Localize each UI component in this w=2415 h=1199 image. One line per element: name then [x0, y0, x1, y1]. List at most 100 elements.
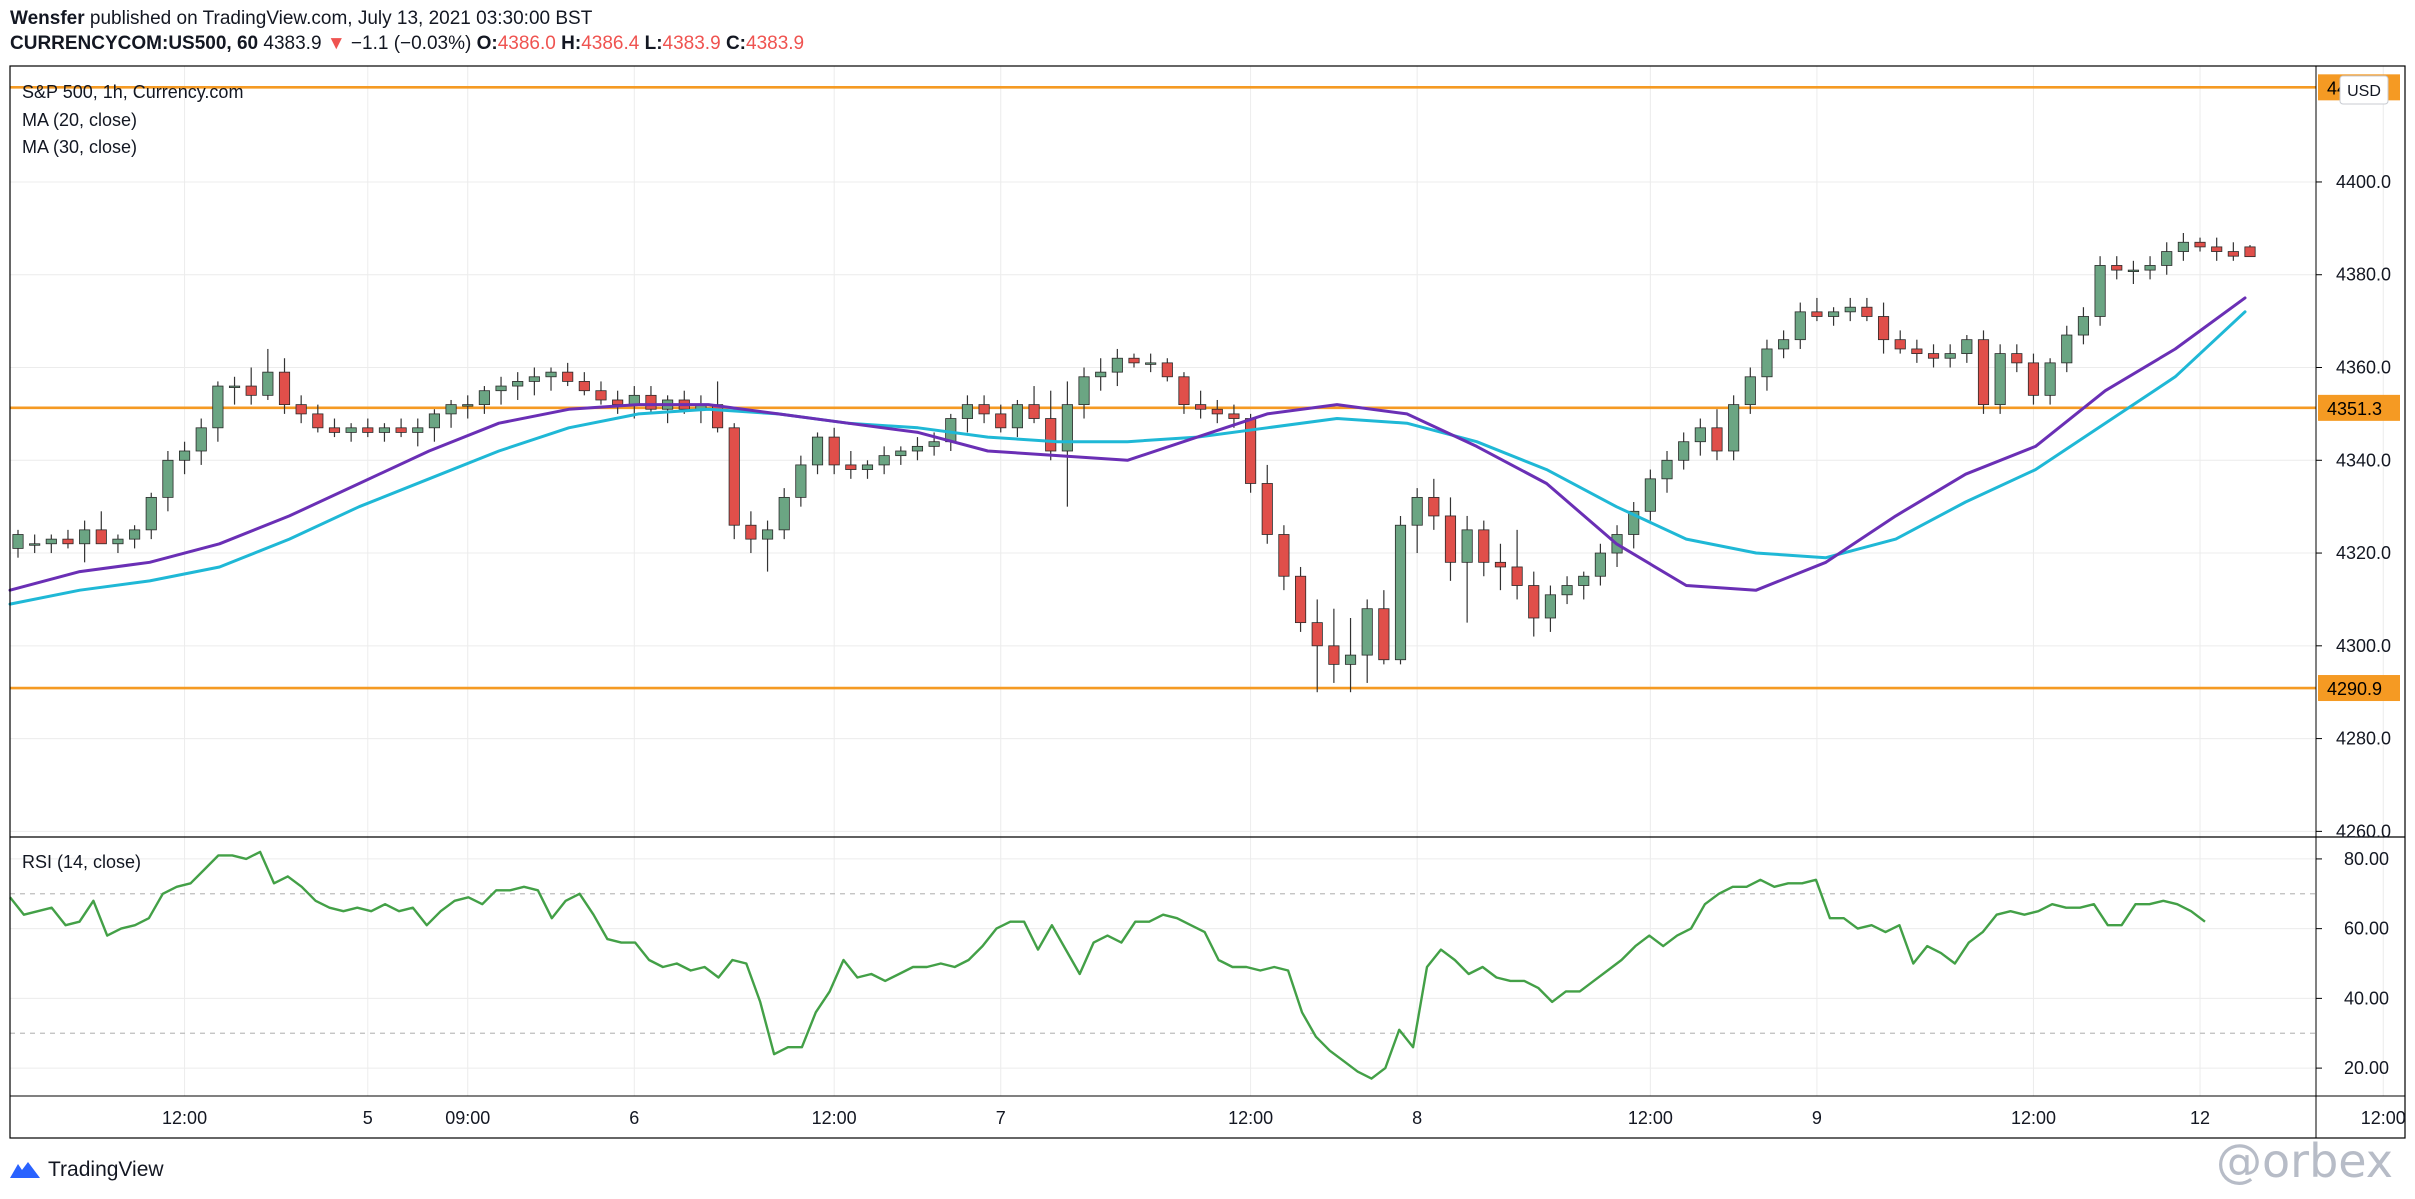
candle-body: [945, 418, 957, 443]
candle: [29, 534, 41, 554]
candle: [95, 511, 107, 545]
candle-body: [1111, 357, 1123, 373]
tradingview-logo-icon: [10, 1162, 40, 1178]
candle: [362, 418, 374, 438]
candle: [112, 534, 124, 554]
candle-body: [1578, 575, 1590, 586]
candle-body: [1378, 608, 1390, 661]
chart-title[interactable]: S&P 500, 1h, Currency.com: [22, 82, 244, 102]
candle-body: [428, 413, 440, 429]
candle: [2161, 242, 2173, 275]
candle: [1161, 358, 1173, 382]
candle-body: [1761, 348, 1773, 378]
candle: [1828, 307, 1840, 326]
tradingview-logo[interactable]: TradingView: [8, 1158, 164, 1182]
candle: [2244, 245, 2256, 258]
candle-body: [1678, 441, 1690, 461]
candle-body: [1228, 413, 1240, 419]
candle-body: [295, 404, 307, 415]
grid-lines: [10, 66, 2384, 1096]
candle: [911, 437, 924, 461]
rsi-pane: [9, 850, 2316, 1080]
candle: [1778, 330, 1790, 359]
candle: [528, 367, 540, 396]
candle: [228, 376, 241, 405]
time-tick-label: 8: [1412, 1108, 1422, 1128]
price-tick-label: 4320.0: [2336, 543, 2391, 563]
candle-body: [578, 381, 590, 392]
candle-body: [312, 413, 324, 429]
candle-body: [545, 371, 557, 378]
candle: [1927, 344, 1940, 368]
candle: [495, 376, 507, 405]
footer: TradingView @orbex: [0, 1134, 2415, 1199]
candle-body: [1061, 404, 1073, 452]
price-tick-label: 4380.0: [2336, 265, 2391, 285]
ma30-legend[interactable]: MA (30, close): [22, 137, 138, 157]
candle: [1544, 585, 1556, 632]
candle: [1061, 381, 1073, 507]
candle-body: [1461, 529, 1473, 563]
candle-body: [1295, 575, 1307, 624]
high-label: H:: [561, 33, 582, 54]
candle: [978, 395, 990, 424]
candle-body: [1095, 371, 1107, 378]
candle-body: [445, 404, 457, 415]
candle-body: [2194, 241, 2206, 248]
open-label: O:: [476, 33, 498, 54]
candle-body: [1711, 427, 1723, 452]
candle-body: [1211, 408, 1223, 415]
candle: [1295, 566, 1307, 632]
candle-body: [778, 496, 790, 531]
candle-body: [2244, 246, 2256, 258]
candle-body: [2127, 269, 2139, 272]
candle: [811, 432, 824, 475]
candle-body: [1811, 311, 1823, 317]
symbol-info: CURRENCYCOM:US500, 60 4383.9 ▼ −1.1 (−0.…: [10, 33, 804, 55]
publisher-name[interactable]: Wensfer: [10, 8, 85, 29]
candle: [662, 395, 674, 424]
candle-body: [179, 450, 191, 461]
candle: [1877, 302, 1890, 354]
candle-body: [2077, 316, 2089, 336]
candle-body: [1728, 404, 1740, 452]
candle: [45, 534, 57, 554]
candle: [2077, 307, 2089, 345]
candle-body: [278, 371, 291, 406]
candle: [1911, 339, 1923, 363]
candle-body: [1328, 645, 1340, 665]
candle: [1994, 344, 2006, 414]
candle-body: [195, 427, 207, 452]
candle: [1178, 372, 1190, 414]
candle-body: [1911, 348, 1923, 354]
candle-body: [845, 464, 857, 470]
candle-body: [828, 436, 840, 466]
candle-body: [1744, 376, 1756, 406]
candle-body: [1078, 376, 1090, 406]
time-tick-label: 12:00: [2011, 1108, 2056, 1128]
candle: [445, 399, 457, 428]
rsi-legend[interactable]: RSI (14, close): [22, 852, 142, 872]
candle-body: [478, 390, 490, 406]
time-tick-label: 6: [629, 1108, 639, 1128]
candle-body: [1411, 496, 1423, 526]
candle-body: [1261, 483, 1273, 535]
candle-body: [562, 371, 574, 382]
price-level-label: 4290.9: [2327, 679, 2382, 699]
candle: [1344, 617, 1357, 693]
candle: [1894, 330, 1906, 354]
ma20-legend[interactable]: MA (20, close): [22, 110, 138, 130]
candle-body: [1694, 427, 1706, 443]
candle: [728, 423, 740, 540]
candle-body: [212, 385, 224, 429]
ma30-line: [8, 310, 2247, 606]
candle: [1811, 297, 1823, 322]
change-arrow: ▼: [326, 33, 346, 54]
candle-body: [462, 404, 474, 407]
candle: [412, 418, 424, 447]
candle-body: [1877, 316, 1890, 341]
candle-body: [1195, 404, 1207, 410]
rsi-line: [9, 850, 2206, 1080]
